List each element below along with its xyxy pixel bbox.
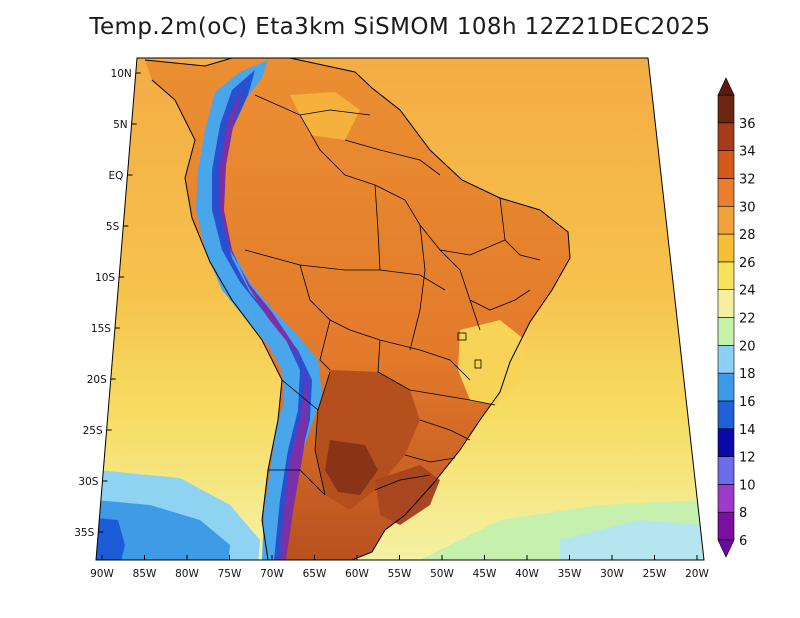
colorbar-label: 6 — [739, 534, 747, 549]
lat-label: 10S — [95, 272, 115, 284]
lon-label: 65W — [303, 568, 327, 580]
colorbar-label: 28 — [739, 228, 756, 243]
lon-label: 40W — [515, 568, 539, 580]
colorbar-label: 10 — [739, 478, 756, 493]
lat-label: 25S — [83, 425, 103, 437]
lon-label: 50W — [430, 568, 454, 580]
lon-label: 80W — [175, 568, 199, 580]
andes-cold-band — [196, 60, 322, 560]
andes-coldest-band — [220, 88, 308, 560]
colorbar-label: 24 — [739, 284, 756, 299]
colorbar-label: 16 — [739, 395, 756, 410]
lat-label: 20S — [87, 374, 107, 386]
colorbar-label: 36 — [739, 117, 756, 132]
lat-label: 5N — [113, 119, 128, 131]
colorbar-label: 8 — [739, 506, 747, 521]
colorbar-segment — [717, 233, 735, 263]
atlantic-coastline — [144, 58, 571, 560]
lon-label: 25W — [643, 568, 667, 580]
reservoir-marker — [474, 359, 482, 369]
map-title: Temp.2m(oC) Eta3km SiSMOM 108h 12Z21DEC2… — [89, 14, 711, 40]
lon-label: 30W — [600, 568, 624, 580]
map-field — [96, 58, 704, 560]
reservoir-marker — [457, 332, 467, 341]
colorbar-segment — [717, 122, 735, 151]
lon-label: 55W — [388, 568, 412, 580]
very-hot-core — [325, 440, 378, 495]
colorbar: 6 8 10 12 14 16 18 20 22 24 26 28 30 32 34 36 — [717, 77, 756, 558]
colorbar-segment — [717, 428, 735, 457]
lon-label: 35W — [558, 568, 582, 580]
south-america-land — [145, 58, 570, 560]
colorbar-label: 18 — [739, 367, 756, 382]
colorbar-label: 22 — [739, 312, 756, 327]
political-boundaries — [244, 94, 541, 496]
colorbar-segment — [717, 456, 735, 485]
colder-ocean-southwest — [96, 500, 230, 560]
colorbar-label: 30 — [739, 200, 756, 215]
lon-label: 85W — [133, 568, 157, 580]
lat-label: 15S — [91, 323, 111, 335]
colorbar-label: 20 — [739, 339, 756, 354]
colorbar-segment — [717, 484, 735, 513]
lat-label: 5S — [106, 221, 120, 233]
cooler-ocean-southeast — [560, 520, 704, 560]
colorbar-above-triangle — [717, 77, 735, 96]
lat-label: 30S — [78, 476, 98, 488]
lon-label: 20W — [685, 568, 709, 580]
longitude-axis: 90W 85W 80W 75W 70W 65W 60W 55W 50W 45W 40W 35W 30W 2… — [90, 555, 709, 580]
map-frame — [95, 57, 705, 561]
lon-label: 90W — [90, 568, 114, 580]
colorbar-label: 34 — [739, 145, 756, 160]
colorbar-segment — [717, 400, 735, 430]
colorbar-segment — [717, 511, 735, 541]
colorbar-label: 26 — [739, 256, 756, 271]
colorbar-label: 32 — [739, 172, 756, 187]
colorbar-label: 12 — [739, 451, 756, 466]
colorbar-segment — [717, 345, 735, 374]
colorbar-below-triangle — [717, 539, 735, 558]
colorbar-segment — [717, 372, 735, 402]
colorbar-segment — [717, 94, 735, 124]
lon-label: 60W — [345, 568, 369, 580]
colorbar-segment — [717, 317, 735, 346]
cooler-southeast-brazil — [458, 320, 525, 405]
lat-label: 35S — [74, 527, 94, 539]
colorbar-segment — [717, 150, 735, 179]
colorbar-segment — [717, 289, 735, 318]
hot-rio-grande-do-sul — [375, 465, 440, 525]
colorbar-segment — [717, 261, 735, 290]
lon-label: 75W — [218, 568, 242, 580]
colorbar-segment — [717, 205, 735, 235]
lon-label: 70W — [260, 568, 284, 580]
colorbar-segment — [717, 178, 735, 207]
lat-label: EQ — [109, 170, 124, 182]
latitude-axis: 10N 5N EQ 5S 10S 15S 20S 25S 30S 35S — [74, 68, 141, 539]
lat-label: 10N — [111, 68, 132, 80]
colorbar-label: 14 — [739, 423, 756, 438]
lon-label: 45W — [473, 568, 497, 580]
